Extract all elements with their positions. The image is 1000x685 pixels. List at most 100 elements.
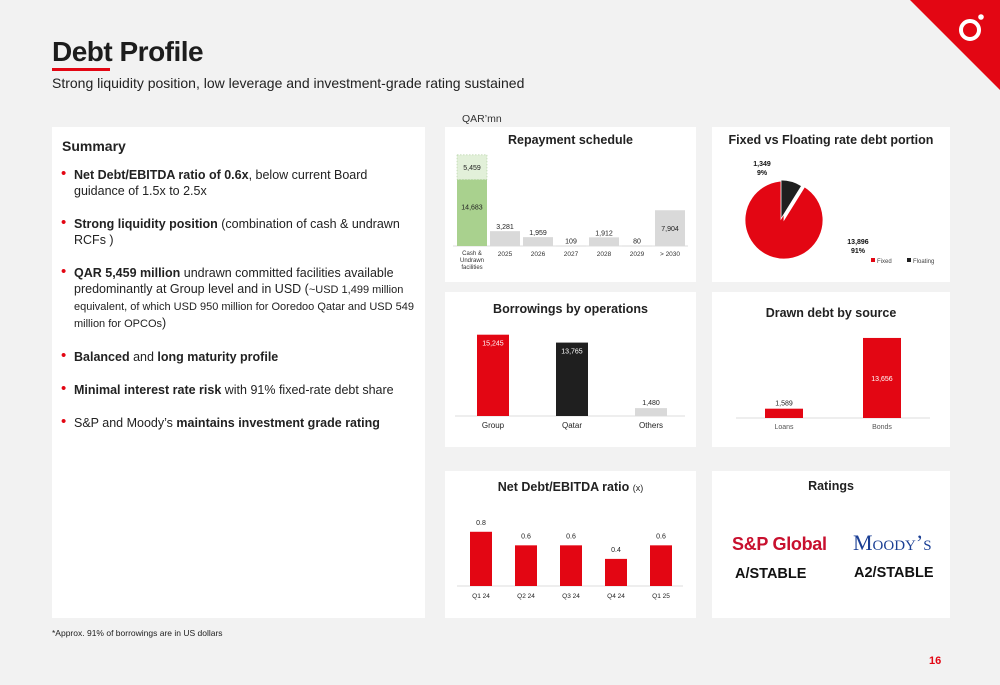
net-debt-title-unit: (x) [632, 483, 644, 493]
sp-rating: A/STABLE [735, 566, 807, 582]
data-label: 109 [565, 239, 577, 246]
category-label: Others [639, 421, 663, 430]
ratings-panel: Ratings S&P Global A/STABLE Moody’s A2/S… [712, 471, 950, 618]
category-label: Q1 25 [652, 593, 670, 600]
bar-undrawn [456, 154, 488, 180]
drawn-source-panel: Drawn debt by source 1,589 Loans 13,656 Bon… [712, 292, 950, 447]
summary-panel: Summary Net Debt/EBITDA ratio of 0.6x, b… [52, 127, 425, 618]
operations-title: Borrowings by operations [493, 302, 648, 316]
category-label: 2028 [597, 251, 612, 258]
category-label: > 2030 [660, 251, 680, 258]
category-label: Q1 24 [472, 593, 490, 600]
category-label: Q3 24 [562, 593, 580, 600]
bar [490, 231, 520, 246]
bullet-undrawn: QAR 5,459 million undrawn committed faci… [61, 264, 417, 332]
moodys-logo: Moody’s [853, 530, 932, 555]
data-label: 1,589 [775, 401, 793, 408]
bullet-bold: Minimal interest rate risk [74, 383, 222, 397]
bar [650, 545, 672, 586]
bar [556, 342, 588, 416]
page-number: 16 [929, 655, 942, 667]
moodys-rating: A2/STABLE [854, 565, 934, 581]
drawn-source-chart: 1,589 Loans 13,656 Bonds [736, 337, 930, 431]
pie-slice [744, 180, 824, 260]
data-label: 0.6 [566, 533, 576, 540]
bullet-text: , below current Board guidance of 1.5x t… [74, 168, 368, 198]
bar [470, 531, 492, 586]
data-label: 14,683 [461, 205, 483, 212]
bullet-bold: Balanced [74, 350, 130, 364]
bullet-net-debt: Net Debt/EBITDA ratio of 0.6x, below cur… [61, 166, 417, 199]
bar [605, 558, 627, 586]
drawn-source-title: Drawn debt by source [765, 306, 897, 320]
legend-swatch [907, 258, 911, 262]
bullet-small-text: ~USD 1,499 million equivalent, of which … [74, 284, 414, 330]
category-label: 2027 [564, 251, 579, 258]
data-label: 0.4 [611, 547, 621, 554]
category-label: Bonds [872, 424, 892, 431]
net-debt-title-wrap: Net Debt/EBITDA ratio (x) [445, 480, 696, 494]
category-label: Undrawn [460, 258, 484, 264]
bullet-liquidity: Strong liquidity position (combination o… [61, 215, 417, 248]
bullet-bold: QAR 5,459 million [74, 266, 181, 280]
bar [515, 545, 537, 586]
sp-global-logo: S&P Global [732, 534, 827, 554]
bullet-bold: Net Debt/EBITDA ratio of 0.6x [74, 168, 249, 182]
category-label: Loans [774, 424, 794, 431]
bar [655, 210, 685, 246]
category-label: Q4 24 [607, 593, 625, 600]
bar [523, 237, 553, 246]
data-label: 0.8 [476, 520, 486, 527]
data-label: 15,245 [482, 341, 504, 348]
bullet-text: ) [162, 316, 167, 330]
fixed-floating-panel: Fixed vs Floating rate debt portion 1,34… [712, 127, 950, 282]
bullet-text: S&P and Moody’s [74, 416, 177, 430]
data-label: 13,896 [847, 239, 869, 246]
net-debt-title: Net Debt/EBITDA ratio [497, 480, 630, 494]
data-label: 0.6 [521, 533, 531, 540]
data-label: 91% [851, 248, 866, 255]
category-label: Group [482, 421, 505, 430]
bar [765, 408, 803, 418]
data-label: 80 [633, 239, 641, 246]
bullet-interest-rate: Minimal interest rate risk with 91% fixe… [61, 381, 417, 398]
category-label: 2026 [531, 251, 546, 258]
bar [635, 408, 667, 416]
page-title: Debt Profile [52, 36, 204, 67]
category-label: 2029 [630, 251, 645, 258]
data-label: 9% [757, 170, 768, 177]
ooredoo-logo-corner [910, 0, 1000, 90]
bullet-text: with 91% fixed-rate debt share [221, 383, 394, 397]
net-debt-chart: 0.8 Q1 24 0.6 Q2 24 0.6 Q3 24 0.4 Q4 24 0.6 Q1 25 [457, 520, 683, 600]
bullet-bold: Strong liquidity position [74, 217, 218, 231]
bar [863, 337, 901, 418]
unit-label: QAR’mn [462, 113, 502, 125]
bullet-bold: maintains investment grade rating [176, 416, 380, 430]
data-label: 5,459 [463, 165, 481, 172]
data-label: 1,480 [642, 400, 660, 407]
data-label: 7,904 [661, 226, 679, 233]
operations-panel: Borrowings by operations 15,245 Group 13,7… [445, 292, 696, 447]
category-label: facilities [461, 265, 482, 271]
bullet-maturity: Balanced and long maturity profile [61, 348, 417, 365]
repayment-title: Repayment schedule [507, 133, 634, 147]
data-label: 13,765 [561, 349, 583, 356]
category-label: Cash & [462, 251, 482, 257]
data-label: 1,912 [595, 230, 613, 237]
bullet-bold: long maturity profile [157, 350, 279, 364]
net-debt-panel: Net Debt/EBITDA ratio (x) 0.8 Q1 24 0.6 Q2 … [445, 471, 696, 618]
bar [477, 334, 509, 416]
summary-bullets: Net Debt/EBITDA ratio of 0.6x, below cur… [61, 166, 417, 431]
legend-label: Floating [913, 259, 934, 265]
title-underline [52, 68, 110, 71]
bar [556, 245, 586, 247]
repayment-panel: Repayment schedule 5,459 14,683 Cash & Undr… [445, 127, 696, 282]
fixed-floating-title: Fixed vs Floating rate debt portion [728, 133, 934, 147]
footnote: *Approx. 91% of borrowings are in US dol… [52, 628, 223, 638]
bullet-text: (combination of cash & undrawn RCFs ) [74, 217, 400, 247]
ratings-title: Ratings [808, 479, 854, 493]
bullet-text: and [129, 350, 158, 364]
bullet-rating: S&P and Moody’s maintains investment gra… [61, 414, 417, 431]
bar [457, 179, 487, 246]
